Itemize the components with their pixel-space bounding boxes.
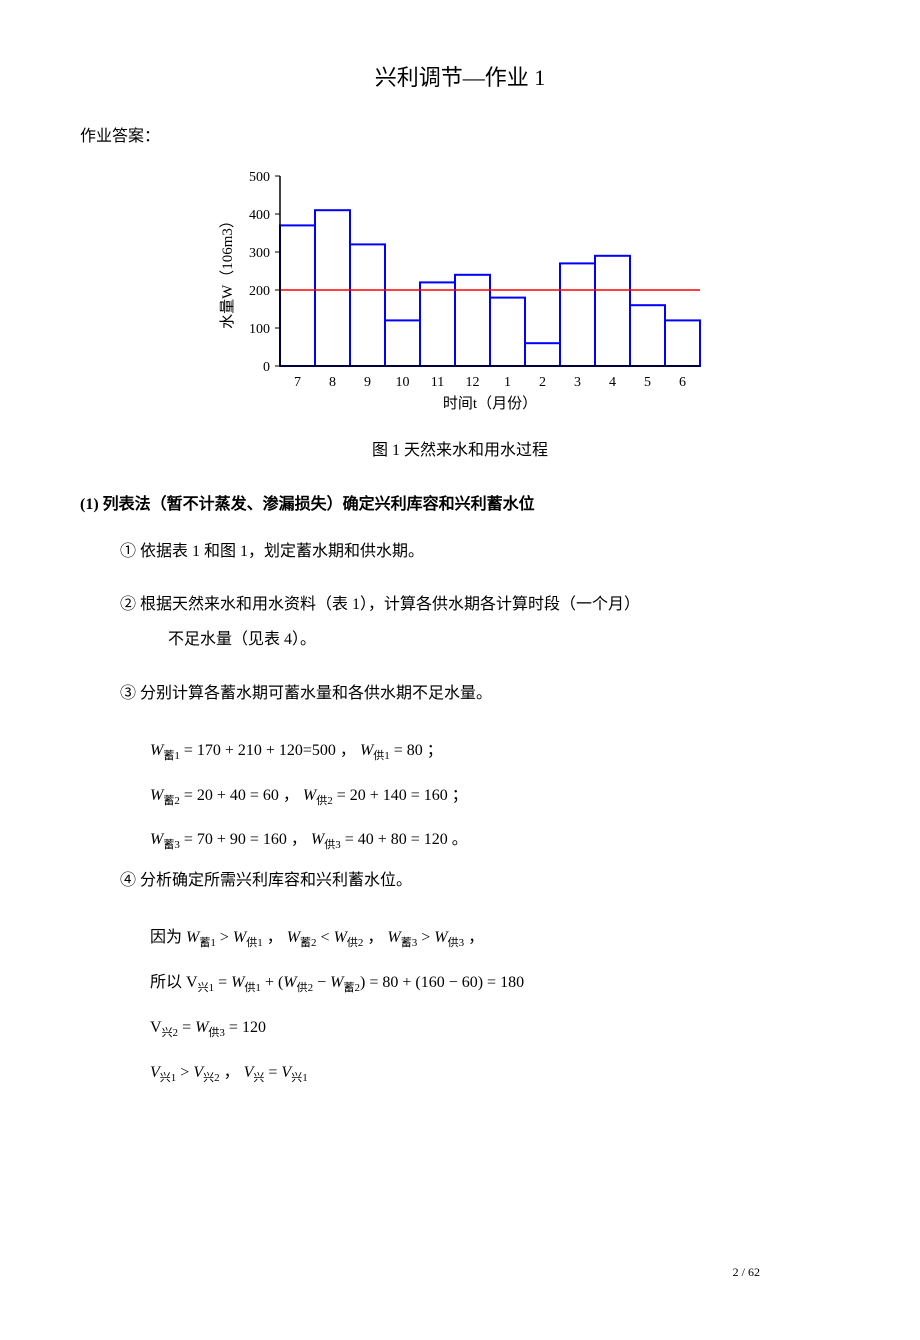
svg-text:水量W（106m3）: 水量W（106m3） <box>219 213 236 329</box>
svg-text:3: 3 <box>574 375 581 390</box>
step-4: ④ 分析确定所需兴利库容和兴利蓄水位。 <box>120 863 840 898</box>
svg-text:1: 1 <box>504 375 511 390</box>
formula-block-1: W蓄1 = 170 + 210 + 120=500 ， W供1 = 80 ； W… <box>150 729 840 863</box>
svg-text:11: 11 <box>431 375 444 390</box>
step-2-line-2: 不足水量（见表 4）。 <box>168 631 316 648</box>
svg-text:12: 12 <box>466 375 480 390</box>
page-title: 兴利调节—作业 1 <box>80 60 840 92</box>
chart-container: 0100200300400500789101112123456时间t（月份）水量… <box>80 166 840 416</box>
formula-because: 因为 W蓄1 > W供1 ， W蓄2 < W供2 ， W蓄3 > W供3 ， <box>150 916 840 961</box>
formula-so: 所以 V兴1 = W供1 + (W供2 − W蓄2) = 80 + (160 −… <box>150 961 840 1006</box>
svg-text:10: 10 <box>396 375 410 390</box>
section-1-heading: (1) 列表法（暂不计蒸发、渗漏损失）确定兴利库容和兴利蓄水位 <box>80 490 840 514</box>
formula-v2: V兴2 = W供3 = 120 <box>150 1006 840 1051</box>
svg-text:100: 100 <box>249 322 270 337</box>
svg-text:0: 0 <box>263 360 270 375</box>
page-number: 2 / 62 <box>733 1265 760 1280</box>
svg-text:时间t（月份）: 时间t（月份） <box>443 395 537 412</box>
svg-text:7: 7 <box>294 375 301 390</box>
svg-text:500: 500 <box>249 170 270 185</box>
step-3: ③ 分别计算各蓄水期可蓄水量和各供水期不足水量。 <box>120 676 840 711</box>
svg-text:9: 9 <box>364 375 371 390</box>
svg-text:400: 400 <box>249 208 270 223</box>
formula-compare: V兴1 > V兴2 ， V兴 = V兴1 <box>150 1051 840 1096</box>
svg-text:4: 4 <box>609 375 616 390</box>
bar-chart: 0100200300400500789101112123456时间t（月份）水量… <box>210 166 710 416</box>
figure-caption: 图 1 天然来水和用水过程 <box>80 436 840 460</box>
step-1: ① 依据表 1 和图 1，划定蓄水期和供水期。 <box>120 534 840 569</box>
svg-text:300: 300 <box>249 246 270 261</box>
svg-text:6: 6 <box>679 375 686 390</box>
svg-text:200: 200 <box>249 284 270 299</box>
step-2: ② 根据天然来水和用水资料（表 1），计算各供水期各计算时段（一个月） 不足水量… <box>120 587 840 657</box>
svg-text:2: 2 <box>539 375 546 390</box>
formula-block-2: 因为 W蓄1 > W供1 ， W蓄2 < W供2 ， W蓄3 > W供3 ， 所… <box>150 916 840 1095</box>
formula-3: W蓄3 = 70 + 90 = 160 ， W供3 = 40 + 80 = 12… <box>150 818 840 863</box>
formula-1: W蓄1 = 170 + 210 + 120=500 ， W供1 = 80 ； <box>150 729 840 774</box>
svg-text:5: 5 <box>644 375 651 390</box>
svg-text:8: 8 <box>329 375 336 390</box>
step-2-line-1: ② 根据天然来水和用水资料（表 1），计算各供水期各计算时段（一个月） <box>120 596 640 613</box>
answer-label: 作业答案： <box>80 122 840 146</box>
formula-2: W蓄2 = 20 + 40 = 60 ， W供2 = 20 + 140 = 16… <box>150 774 840 819</box>
